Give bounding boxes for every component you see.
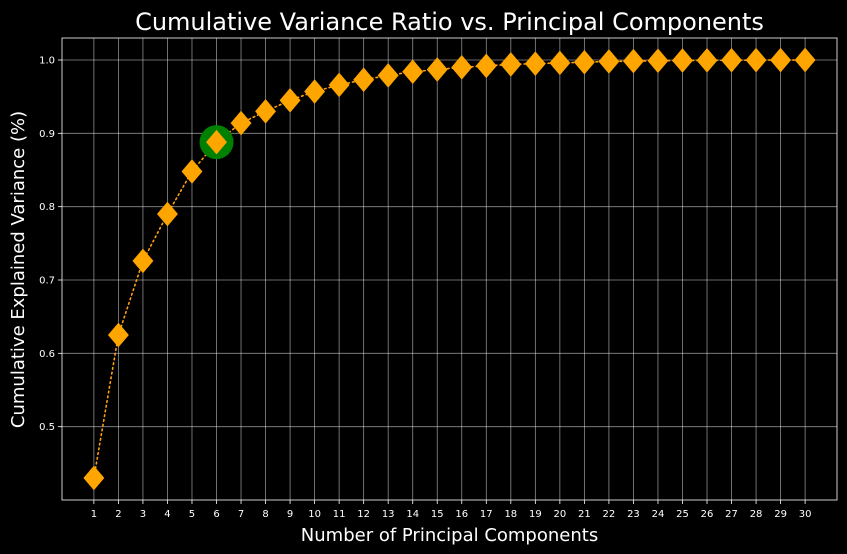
data-point-marker: [230, 110, 252, 136]
x-tick-label: 10: [308, 509, 321, 520]
x-tick-label: 16: [455, 509, 468, 520]
data-point-marker: [671, 48, 694, 73]
x-tick-label: 6: [213, 509, 219, 520]
data-point-marker: [745, 47, 767, 73]
x-tick-label: 17: [480, 509, 493, 520]
data-point-marker: [426, 57, 448, 82]
data-point-marker: [451, 54, 473, 80]
x-tick-label: 26: [701, 509, 714, 520]
x-tick-label: 12: [357, 509, 370, 520]
x-tick-label: 2: [115, 509, 121, 520]
x-tick-label: 20: [553, 509, 566, 520]
x-tick-label: 15: [431, 509, 444, 520]
x-tick-label: 7: [238, 509, 244, 520]
x-tick-label: 22: [603, 509, 616, 520]
data-point-marker: [524, 51, 546, 77]
x-tick-label: 29: [774, 509, 787, 520]
data-point-marker: [721, 47, 743, 73]
data-point-marker: [500, 52, 522, 77]
x-tick-label: 19: [529, 509, 542, 520]
x-tick-label: 27: [725, 509, 738, 520]
data-point-marker: [255, 98, 277, 124]
series: [83, 47, 816, 491]
x-axis-label: Number of Principal Components: [301, 525, 598, 546]
x-tick-label: 25: [676, 509, 689, 520]
x-tick-label: 24: [652, 509, 665, 520]
y-tick-label: 0.9: [39, 129, 55, 140]
data-point-marker: [328, 72, 350, 98]
data-point-marker: [156, 201, 178, 227]
data-point-marker: [181, 159, 203, 184]
x-tick-label: 30: [799, 509, 812, 520]
data-point-marker: [304, 79, 326, 104]
grid: [62, 38, 837, 500]
ticks: 1 2 3 4 5 6 7 8 9 10 11 12 13 14 15 16 17 18 19 20 21 22 23 24 2…: [39, 56, 811, 521]
x-tick-label: 8: [262, 509, 268, 520]
y-tick-label: 1.0: [39, 56, 55, 67]
data-point-marker: [622, 48, 644, 74]
x-tick-label: 28: [750, 509, 763, 520]
plot-frame: [61, 37, 838, 501]
data-point-marker: [205, 129, 228, 155]
data-point-marker: [377, 63, 399, 88]
x-tick-label: 5: [189, 509, 195, 520]
x-tick-label: 21: [578, 509, 591, 520]
x-tick-label: 23: [627, 509, 640, 520]
data-point-marker: [475, 53, 497, 79]
y-tick-label: 0.6: [39, 349, 55, 360]
x-tick-label: 9: [287, 509, 293, 520]
data-point-marker: [598, 49, 620, 74]
data-point-marker: [402, 59, 424, 85]
y-tick-label: 0.8: [39, 202, 55, 213]
data-point-marker: [770, 47, 792, 73]
data-point-marker: [107, 322, 129, 348]
data-point-marker: [647, 48, 669, 74]
data-point-marker: [132, 248, 154, 274]
data-point-marker: [279, 87, 301, 113]
x-tick-label: 3: [140, 509, 146, 520]
x-tick-label: 14: [406, 509, 419, 520]
x-tick-label: 18: [504, 509, 517, 520]
data-point-marker: [794, 47, 816, 73]
y-tick-label: 0.5: [39, 422, 55, 433]
x-tick-label: 1: [91, 509, 97, 520]
data-point-marker: [696, 47, 718, 73]
plot-area-border: [61, 37, 838, 501]
series-line: [93, 59, 806, 479]
data-point-marker: [353, 67, 375, 93]
y-axis-label: Cumulative Explained Variance (%): [8, 111, 29, 428]
data-point-marker: [573, 49, 595, 75]
x-tick-label: 13: [382, 509, 395, 520]
data-point-marker: [549, 50, 571, 76]
y-tick-label: 0.7: [39, 276, 55, 287]
x-tick-label: 11: [333, 509, 346, 520]
chart-title: Cumulative Variance Ratio vs. Principal …: [135, 8, 764, 36]
x-tick-label: 4: [164, 509, 170, 520]
data-point-marker: [83, 465, 105, 491]
